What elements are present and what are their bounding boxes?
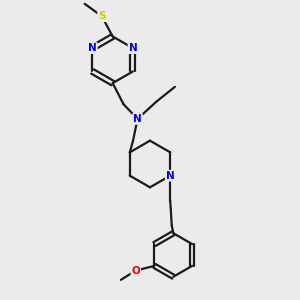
Text: N: N	[133, 114, 142, 124]
Text: O: O	[131, 266, 140, 275]
Text: N: N	[166, 171, 175, 181]
Text: S: S	[98, 11, 106, 21]
Text: N: N	[128, 43, 137, 53]
Text: N: N	[88, 43, 97, 53]
